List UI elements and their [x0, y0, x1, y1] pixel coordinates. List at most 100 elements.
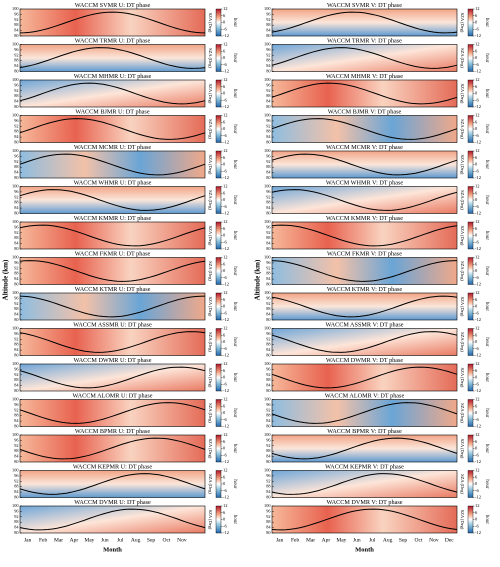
- altitude-tick-label: 84: [14, 63, 19, 68]
- colorbar-tick-label: -12: [223, 140, 229, 145]
- altitude-tick-label: 80: [266, 175, 270, 180]
- contour-field: [271, 8, 458, 37]
- sza-curve: [19, 295, 206, 318]
- panel-title: WACCM FKMR U: DT phase: [75, 250, 151, 257]
- colorbar-tick-label: 12: [223, 326, 228, 331]
- sza-curve: [19, 366, 206, 389]
- altitude-tick-label: 88: [14, 58, 18, 63]
- colorbar: [215, 115, 222, 143]
- colorbar-label: hour: [484, 53, 489, 63]
- contour-field: [19, 44, 206, 72]
- sza-label: SZA (Deg): [208, 261, 213, 281]
- altitude-tick-label: 92: [14, 88, 18, 93]
- contour-field: [19, 470, 206, 498]
- altitude-tick-label: 80: [266, 494, 270, 499]
- colorbar-tick-label: 12: [475, 6, 480, 11]
- sza-label: SZA (Deg): [460, 474, 465, 494]
- colorbar-tick-label: 12: [475, 42, 480, 47]
- altitude-tick-label: 84: [266, 418, 271, 423]
- sza-curve: [19, 331, 206, 353]
- colorbar: [215, 8, 222, 37]
- altitude-tick-label: 96: [266, 402, 271, 407]
- colorbar-tick-label: 12: [475, 326, 480, 331]
- colorbar-tick-label: -12: [475, 33, 481, 38]
- altitude-tick-label: 88: [14, 519, 18, 524]
- colorbar-tick-label: 12: [223, 432, 228, 437]
- colorbar: [215, 257, 222, 285]
- altitude-tick-label: 96: [266, 153, 271, 158]
- altitude-tick-label: 84: [266, 134, 271, 139]
- altitude-tick-label: 88: [14, 129, 18, 134]
- altitude-tick-label: 84: [14, 454, 19, 459]
- sza-curve: [19, 437, 206, 460]
- colorbar: [467, 399, 474, 427]
- contour-field: [271, 186, 458, 214]
- contour-field: [19, 505, 206, 534]
- colorbar-label: hour: [232, 373, 237, 383]
- contour-field: [19, 363, 206, 392]
- colorbar-tick-label: 12: [475, 432, 480, 437]
- colorbar-tick-label: 0: [475, 162, 478, 167]
- colorbar: [467, 221, 474, 250]
- colorbar-tick-label: 0: [223, 304, 226, 309]
- colorbar-tick-label: -6: [475, 97, 479, 102]
- colorbar-label: hour: [232, 515, 237, 525]
- altitude-tick-label: 88: [14, 342, 18, 347]
- colorbar-tick-label: 12: [223, 468, 228, 473]
- colorbar-tick-label: -6: [223, 168, 227, 173]
- sza-curve: [19, 402, 206, 424]
- colorbar: [215, 221, 222, 250]
- colorbar-tick-label: 0: [223, 126, 226, 131]
- colorbar-label: hour: [232, 337, 237, 347]
- altitude-tick-label: 84: [266, 383, 271, 388]
- altitude-tick-label: 88: [14, 484, 18, 489]
- altitude-tick-label: 92: [266, 265, 270, 270]
- colorbar: [467, 328, 474, 356]
- altitude-tick-label: 100: [12, 6, 18, 11]
- altitude-tick-label: 92: [266, 230, 270, 235]
- altitude-tick-label: 84: [14, 134, 19, 139]
- colorbar-tick-label: -12: [223, 104, 229, 109]
- altitude-tick-label: 96: [14, 366, 19, 371]
- sza-label: SZA (Deg): [208, 510, 213, 530]
- altitude-tick-label: 88: [266, 306, 270, 311]
- altitude-tick-label: 100: [264, 325, 270, 330]
- colorbar-tick-label: -6: [475, 204, 479, 209]
- colorbar-tick-label: 0: [223, 481, 226, 486]
- sza-curve: [19, 82, 206, 105]
- month-label: Jan: [24, 537, 32, 543]
- colorbar-label: hour: [232, 231, 237, 241]
- colorbar-tick-label: -12: [475, 388, 481, 393]
- altitude-tick-label: 88: [14, 93, 18, 98]
- altitude-tick-label: 96: [266, 437, 271, 442]
- panel-title: WACCM KTMR V: DT phase: [327, 286, 403, 293]
- month-label: Jun: [101, 537, 109, 543]
- altitude-tick-label: 100: [12, 77, 18, 82]
- panel-title: WACCM KTMR U: DT phase: [75, 286, 151, 293]
- altitude-tick-label: 100: [12, 503, 18, 508]
- altitude-tick-label: 100: [264, 183, 270, 188]
- colorbar-label: hour: [484, 373, 489, 383]
- colorbar-tick-label: -6: [475, 417, 479, 422]
- altitude-tick-label: 88: [266, 129, 270, 134]
- altitude-tick-label: 80: [14, 33, 18, 38]
- colorbar-tick-label: -6: [475, 133, 479, 138]
- sza-label: SZA (Deg): [460, 84, 465, 104]
- altitude-tick-label: 80: [14, 139, 18, 144]
- colorbar-tick-label: -6: [223, 346, 227, 351]
- sza-label: SZA (Deg): [208, 332, 213, 352]
- altitude-tick-label: 88: [266, 22, 270, 27]
- month-label: Sep: [147, 537, 156, 543]
- altitude-tick-label: 80: [14, 352, 18, 357]
- altitude-tick-label: 100: [12, 361, 18, 366]
- altitude-tick-label: 92: [14, 301, 18, 306]
- colorbar-tick-label: 0: [223, 197, 226, 202]
- altitude-tick-label: 84: [14, 28, 19, 33]
- altitude-tick-label: 100: [264, 148, 270, 153]
- altitude-tick-label: 88: [266, 58, 270, 63]
- altitude-tick-label: 100: [12, 432, 18, 437]
- colorbar-tick-label: -6: [223, 275, 227, 280]
- colorbar: [215, 470, 222, 498]
- altitude-tick-label: 88: [14, 235, 18, 240]
- altitude-tick-label: 92: [14, 478, 18, 483]
